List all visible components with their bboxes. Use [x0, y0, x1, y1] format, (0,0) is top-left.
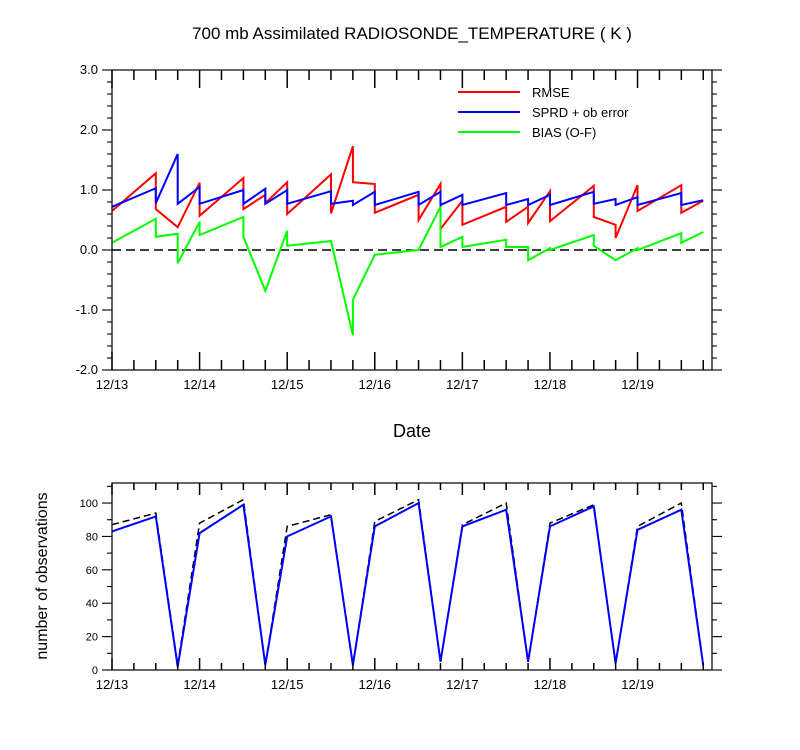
x-tick-label: 12/13 [96, 677, 129, 692]
y-tick-label: 20 [86, 632, 98, 644]
plot-frame [111, 482, 713, 671]
x-tick-label: 12/18 [534, 377, 567, 392]
series-line-possible [111, 498, 704, 666]
x-tick-label: 12/15 [271, 677, 304, 692]
x-tick-label: 12/13 [96, 377, 129, 392]
y-tick-label: 2.0 [80, 122, 98, 137]
y-tick-label: 0 [92, 665, 98, 677]
x-tick-label: 12/14 [183, 677, 216, 692]
y-axis-label-observations: number of observations [34, 492, 51, 659]
x-tick-label: 12/15 [271, 377, 304, 392]
series-line-rmse [111, 145, 704, 239]
series-line-bias-o-f [111, 206, 704, 336]
y-tick-label: 80 [86, 531, 98, 543]
plot-frame [111, 69, 713, 371]
y-tick-label: -2.0 [76, 362, 98, 377]
x-tick-label: 12/16 [359, 377, 392, 392]
top-plot: 700 mb Assimilated RADIOSONDE_TEMPERATUR… [76, 24, 722, 441]
y-tick-label: 100 [80, 498, 98, 510]
y-tick-label: 60 [86, 565, 98, 577]
x-axis-label: Date [393, 421, 431, 441]
y-tick-label: 1.0 [80, 182, 98, 197]
y-tick-label: -1.0 [76, 302, 98, 317]
x-tick-label: 12/17 [446, 377, 479, 392]
series-line-assimilated [111, 501, 705, 667]
x-tick-label: 12/19 [621, 677, 654, 692]
legend-label-bias-o-f: BIAS (O-F) [532, 125, 596, 140]
bottom-plot: number of observations 12/13 12/14 12/15 12… [34, 482, 722, 692]
legend-label-sprd-ob-error: SPRD + ob error [532, 105, 629, 120]
y-tick-label: 0.0 [80, 242, 98, 257]
x-tick-label: 12/14 [183, 377, 216, 392]
x-tick-label: 12/18 [534, 677, 567, 692]
y-tick-label: 40 [86, 598, 98, 610]
x-tick-label: 12/17 [446, 677, 479, 692]
series-line-sprd-ob-error [111, 153, 704, 208]
x-tick-label: 12/19 [621, 377, 654, 392]
y-tick-label: 3.0 [80, 62, 98, 77]
chart-title: 700 mb Assimilated RADIOSONDE_TEMPERATUR… [192, 24, 632, 43]
legend-label-rmse: RMSE [532, 85, 570, 100]
x-tick-label: 12/16 [359, 677, 392, 692]
